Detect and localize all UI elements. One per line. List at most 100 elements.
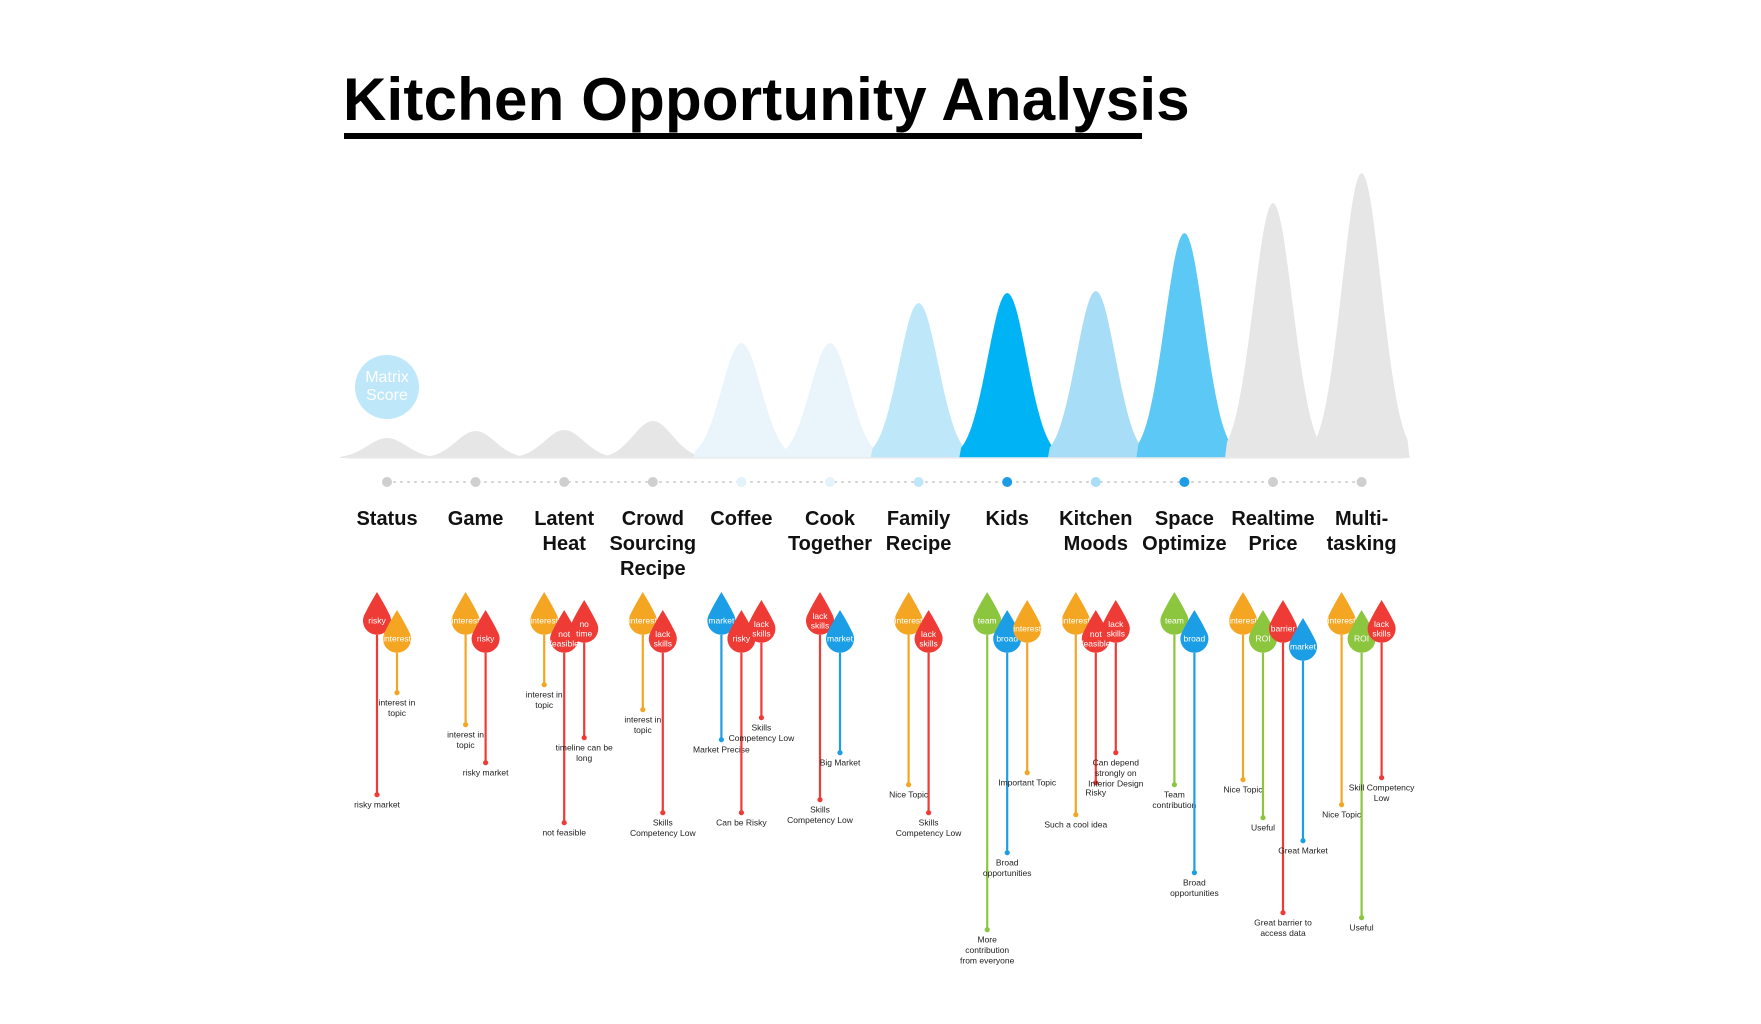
factor-stem-end [1339,802,1345,808]
factor-drop-label: skills [1107,628,1125,638]
score-peak [782,343,878,458]
factor-drop: market Market Precise [693,592,750,755]
factor-drop-shape [1327,592,1356,635]
factor-drop-label: interest [895,616,924,626]
factor-drop-label: skills [919,638,937,648]
factor-note: topic [457,740,476,750]
factor-note: interest in [526,690,563,700]
timeline-dot [1268,477,1278,487]
category-label: Heat [543,533,587,555]
factor-drop: interest Important Topic [998,600,1057,788]
page-title: Kitchen Opportunity Analysis [343,66,1190,133]
factor-note: timeline can be [556,743,613,753]
factor-drop-label: ROI [1255,634,1270,644]
category-label: Together [788,533,872,555]
timeline-dot [1002,477,1013,487]
score-peaks [339,173,1410,458]
factor-drop-shape [1347,610,1376,653]
category-label: Family [887,508,951,530]
factor-drop: ROI Useful [1347,610,1376,933]
factor-stem-end [640,707,646,713]
timeline-dot [559,477,570,487]
factor-note: Skills [751,723,771,733]
factor-note: access data [1260,928,1306,938]
factor-note: risky market [463,768,509,778]
factor-note: Can be Risky [716,818,767,828]
category-label: Recipe [886,533,952,555]
factor-stem-end [1260,815,1266,821]
factor-drop-shape [747,600,776,643]
factor-drop: market Big Market [820,610,861,768]
category-label: Game [448,508,504,530]
factor-note: Skills [919,818,939,828]
timeline-dot [1090,477,1101,487]
factor-note: Nice Topic [1223,785,1263,795]
matrix-score-badge: Matrix Score [355,355,419,419]
factor-note: not feasible [542,828,586,838]
factor-stem-end [1004,850,1010,856]
factor-drop-label: feasible [550,638,580,648]
factor-note: Team [1164,790,1185,800]
factor-drop: interest Nice Topic [1322,592,1362,820]
timeline-dot [470,477,481,487]
factor-note: interest in [624,715,661,725]
factor-drop-label: market [1290,642,1317,652]
factor-drop-shape [707,592,736,635]
factor-drop-shape [550,610,579,653]
factor-drop-label: interest [530,616,559,626]
factor-note: Such a cool idea [1044,820,1107,830]
factor-stem-end [561,820,567,826]
factor-drop-shape [471,610,500,653]
factor-stem-end [758,715,765,721]
factor-note: Broad [996,858,1019,868]
factor-drop-shape [894,592,923,635]
factor-stem-end [718,737,725,743]
factor-drop-shape [451,592,480,635]
factor-stem-end [1024,770,1030,776]
factor-note: interest in [379,698,416,708]
factor-note: Useful [1350,923,1374,933]
factor-drop: ROI Useful [1249,610,1278,833]
factor-drop: market Great Market [1278,618,1328,856]
factor-drop: interest Nice Topic [1223,592,1263,795]
factor-drop-label: team [978,616,997,626]
factor-drop-shape [973,592,1002,635]
factor-note: topic [634,725,653,735]
score-peak [604,421,701,458]
factor-drop: risky risky market [354,592,401,810]
factor-drop-shape [1269,600,1298,643]
factor-stem-end [926,810,932,816]
factor-stem-end [1113,750,1119,756]
factor-stem-end [463,722,469,728]
factor-drop-label: market [708,616,735,626]
factor-stem-end [1171,782,1177,788]
timeline-dot [647,477,658,487]
factor-drop-label: lack [655,629,671,639]
factor-drop-label: interest [1013,624,1042,634]
factor-note: from everyone [960,956,1015,966]
factor-stem-end [1379,775,1385,781]
factor-drop-shape [806,592,835,635]
factor-drop: risky risky market [463,610,509,778]
factor-note: opportunities [1170,888,1219,898]
title-underline [344,133,1142,139]
factor-note: Nice Topic [1322,810,1362,820]
factor-drop-label: not [1090,629,1102,639]
factor-drop-shape [530,592,559,635]
factor-drop-shape [1249,610,1278,653]
factor-note: Competency Low [787,815,854,825]
factor-drop-label: lack [1108,619,1124,629]
factor-drop: risky Can be Risky [716,610,767,828]
factor-note: Nice Topic [889,790,929,800]
factor-stem-end [394,690,400,696]
factor-note: Great Market [1278,846,1328,856]
factor-note: interest in [447,730,484,740]
